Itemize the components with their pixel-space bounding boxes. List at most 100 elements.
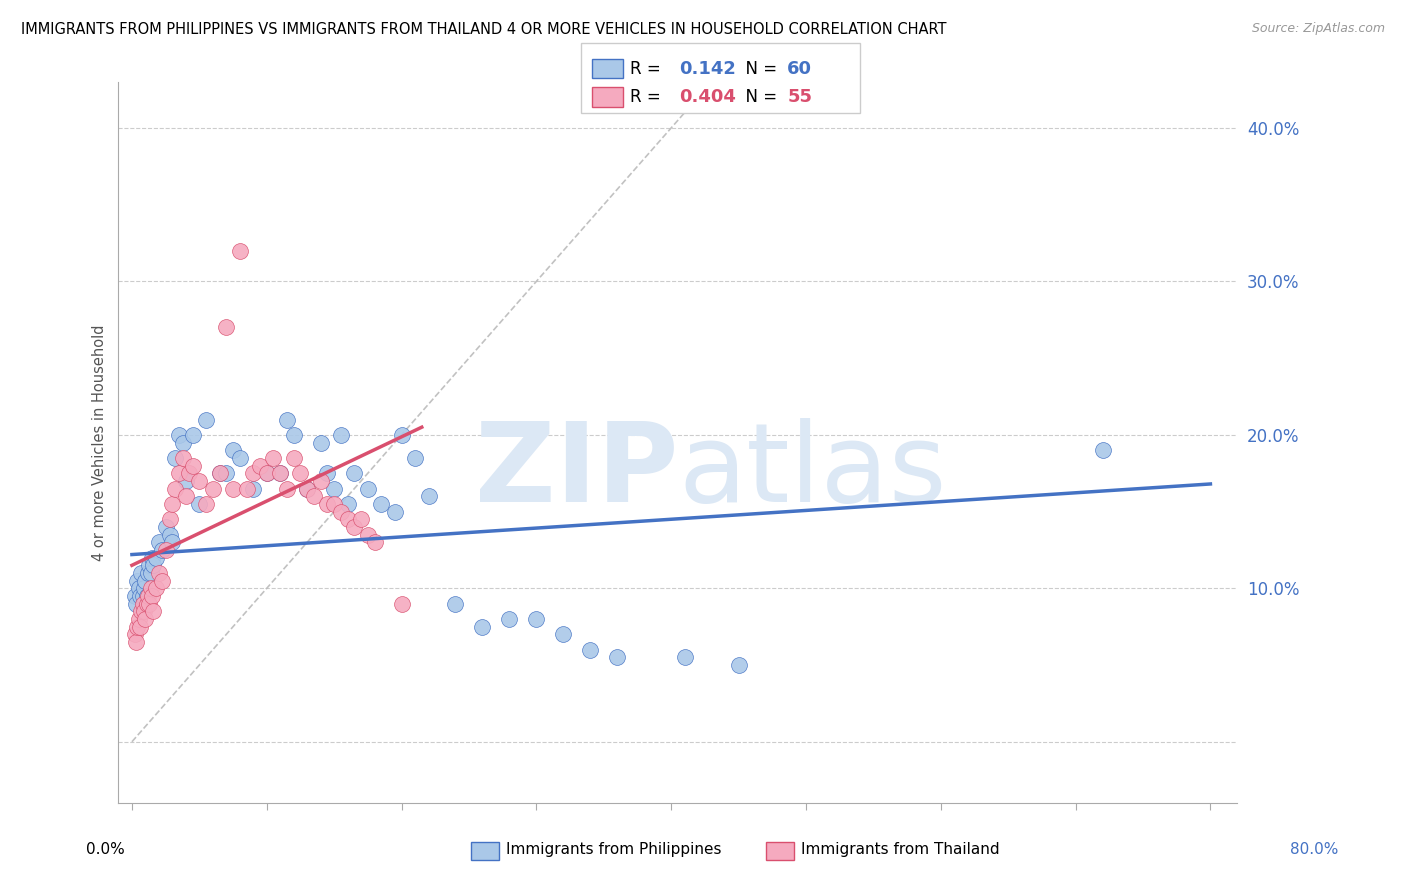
Point: [136, 589, 159, 603]
Point: [124, 627, 146, 641]
Point: [188, 497, 211, 511]
Point: [336, 497, 359, 511]
Point: [263, 450, 285, 465]
Text: N =: N =: [735, 60, 783, 78]
Point: [195, 412, 218, 426]
Point: [295, 482, 318, 496]
Point: [162, 497, 184, 511]
Point: [316, 497, 339, 511]
Point: [316, 467, 339, 481]
Point: [145, 550, 167, 565]
Point: [276, 412, 298, 426]
Point: [343, 520, 366, 534]
Point: [155, 543, 177, 558]
Point: [370, 497, 392, 511]
Text: Source: ZipAtlas.com: Source: ZipAtlas.com: [1251, 22, 1385, 36]
Point: [124, 589, 146, 603]
Point: [165, 450, 187, 465]
Point: [127, 620, 149, 634]
Point: [208, 467, 231, 481]
Point: [384, 505, 406, 519]
Point: [404, 450, 426, 465]
Text: Immigrants from Philippines: Immigrants from Philippines: [506, 842, 721, 856]
Text: atlas: atlas: [678, 417, 946, 524]
Point: [131, 589, 153, 603]
Text: Immigrants from Thailand: Immigrants from Thailand: [801, 842, 1000, 856]
Point: [256, 467, 278, 481]
Point: [471, 620, 494, 634]
Point: [150, 574, 173, 588]
Point: [673, 650, 696, 665]
Point: [139, 566, 162, 580]
Point: [155, 520, 177, 534]
Point: [222, 443, 245, 458]
Point: [159, 512, 181, 526]
Point: [215, 467, 238, 481]
Point: [138, 597, 160, 611]
Point: [222, 482, 245, 496]
Point: [343, 467, 366, 481]
Point: [357, 482, 380, 496]
Point: [142, 558, 165, 573]
Point: [181, 428, 204, 442]
Point: [174, 474, 197, 488]
Text: N =: N =: [735, 88, 783, 106]
Text: ZIP: ZIP: [475, 417, 678, 524]
Point: [498, 612, 520, 626]
Point: [302, 489, 325, 503]
Point: [172, 450, 194, 465]
Point: [188, 474, 211, 488]
Point: [172, 435, 194, 450]
Point: [242, 482, 264, 496]
Point: [283, 428, 305, 442]
Y-axis label: 4 or more Vehicles in Household: 4 or more Vehicles in Household: [93, 325, 107, 561]
Point: [131, 604, 153, 618]
Point: [131, 597, 153, 611]
Point: [283, 450, 305, 465]
Point: [229, 244, 252, 258]
Point: [177, 467, 200, 481]
Point: [165, 482, 187, 496]
Point: [129, 620, 152, 634]
Point: [249, 458, 271, 473]
Point: [269, 467, 291, 481]
Point: [159, 527, 181, 541]
Point: [727, 658, 749, 673]
Point: [148, 566, 170, 580]
Point: [295, 482, 318, 496]
Point: [134, 574, 156, 588]
Point: [363, 535, 385, 549]
Point: [336, 512, 359, 526]
Point: [309, 474, 332, 488]
Point: [579, 642, 602, 657]
Point: [162, 535, 184, 549]
Point: [329, 505, 352, 519]
Point: [148, 535, 170, 549]
Point: [323, 482, 346, 496]
Point: [418, 489, 440, 503]
Point: [553, 627, 575, 641]
Point: [167, 467, 190, 481]
Point: [132, 604, 155, 618]
Text: IMMIGRANTS FROM PHILIPPINES VS IMMIGRANTS FROM THAILAND 4 OR MORE VEHICLES IN HO: IMMIGRANTS FROM PHILIPPINES VS IMMIGRANT…: [21, 22, 946, 37]
Text: R =: R =: [630, 88, 666, 106]
Point: [136, 566, 159, 580]
Point: [290, 467, 312, 481]
Point: [135, 597, 157, 611]
Point: [142, 604, 165, 618]
Point: [391, 597, 413, 611]
Point: [309, 435, 332, 450]
Point: [242, 467, 264, 481]
Point: [129, 589, 152, 603]
Point: [128, 582, 150, 596]
Point: [269, 467, 291, 481]
Point: [145, 582, 167, 596]
Text: 80.0%: 80.0%: [1291, 842, 1339, 856]
Text: R =: R =: [630, 60, 671, 78]
Point: [131, 566, 153, 580]
Point: [323, 497, 346, 511]
Point: [391, 428, 413, 442]
Point: [128, 612, 150, 626]
Point: [606, 650, 628, 665]
Point: [181, 458, 204, 473]
